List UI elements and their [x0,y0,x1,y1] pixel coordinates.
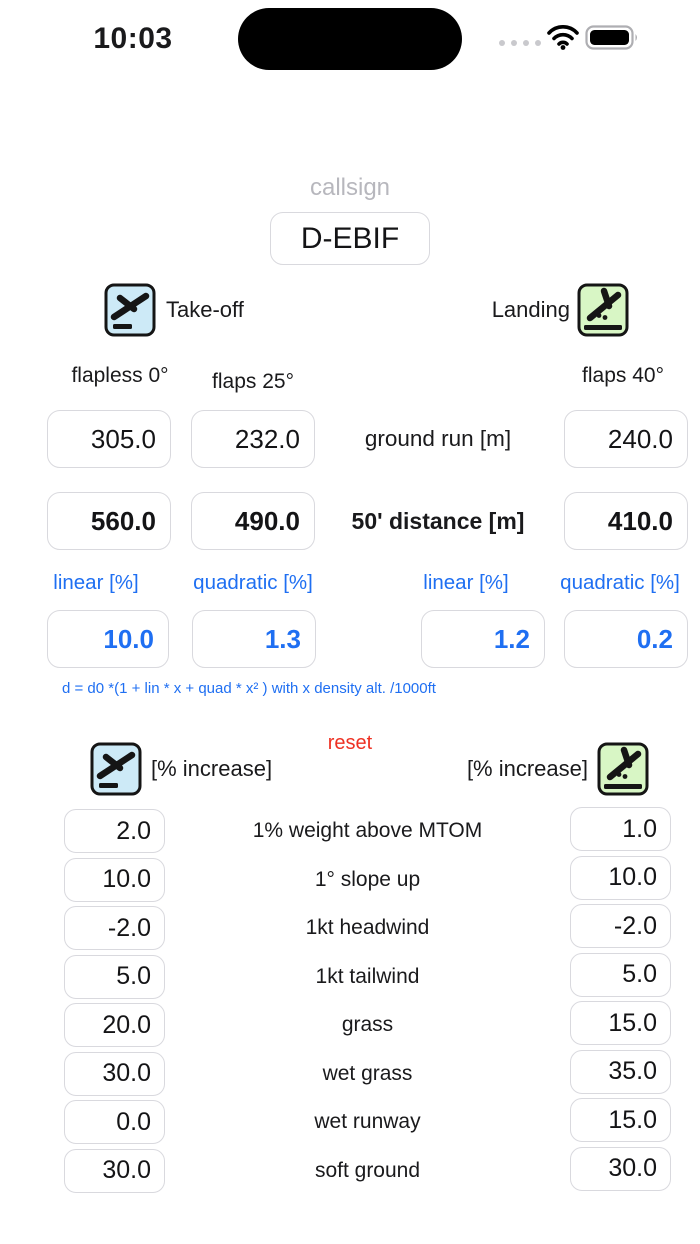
table-row: 2.0 1% weight above MTOM 1.0 [0,807,700,853]
table-row: 10.0 1° slope up 10.0 [0,855,700,902]
ground-run-flaps25-input[interactable]: 232.0 [191,410,315,468]
landing-increase-input[interactable]: 1.0 [570,807,671,851]
callsign-input[interactable]: D-EBIF [270,212,430,265]
takeoff-increase-input[interactable]: 5.0 [64,954,165,999]
status-time: 10:03 [93,22,173,55]
header-flapless: flapless 0° [71,364,169,387]
increase-row-label: 1° slope up [314,867,421,891]
increase-row-label: 1% weight above MTOM [252,819,483,842]
takeoff-increase-input[interactable]: 30.0 [64,1051,165,1096]
battery-icon [585,25,637,50]
fifty-distance-flaps25-input[interactable]: 490.0 [191,492,315,550]
landing-linear-input[interactable]: 1.2 [421,610,545,668]
landing-increase-header: [% increase] [466,756,588,781]
landing-increase-input[interactable]: 35.0 [570,1049,671,1094]
fifty-distance-label: 50' distance [m] [351,507,525,534]
takeoff-increase-input[interactable]: 2.0 [64,809,165,853]
ground-run-label: ground run [m] [364,426,512,451]
landing-icon [597,742,649,796]
takeoff-linear-input[interactable]: 10.0 [47,610,169,668]
table-row: -2.0 1kt headwind -2.0 [0,904,700,950]
table-row: 5.0 1kt tailwind 5.0 [0,952,700,999]
density-formula: d = d0 *(1 + lin * x + quad * x² ) with … [62,680,436,697]
landing-quadratic-input[interactable]: 0.2 [564,610,688,668]
increase-row-label: soft ground [314,1158,421,1182]
wifi-icon [547,25,579,50]
landing-quadratic-label: quadratic [%] [560,571,680,594]
reset-button[interactable]: reset [327,732,373,754]
increase-row-label: grass [341,1013,394,1036]
takeoff-increase-input[interactable]: -2.0 [64,906,165,950]
takeoff-mode-label: Take-off [166,297,244,322]
landing-icon[interactable] [577,283,629,337]
increase-row-label: 1kt tailwind [315,964,420,988]
increase-row-label: wet runway [314,1110,421,1133]
takeoff-increase-input[interactable]: 0.0 [64,1100,165,1144]
takeoff-icon [90,742,142,796]
takeoff-linear-label: linear [%] [53,571,139,594]
header-flaps25: flaps 25° [212,370,294,393]
table-row: 0.0 wet runway 15.0 [0,1098,700,1144]
landing-increase-input[interactable]: 15.0 [570,1001,671,1045]
landing-increase-input[interactable]: 5.0 [570,952,671,997]
increase-row-label: 1kt headwind [305,916,430,939]
takeoff-increase-header: [% increase] [151,756,273,781]
callsign-label: callsign [309,174,391,201]
table-row: 30.0 wet grass 35.0 [0,1049,700,1096]
landing-increase-input[interactable]: -2.0 [570,904,671,948]
landing-increase-input[interactable]: 30.0 [570,1146,671,1191]
header-flaps40: flaps 40° [582,364,664,387]
takeoff-quadratic-input[interactable]: 1.3 [192,610,316,668]
takeoff-icon[interactable] [104,283,156,337]
takeoff-increase-input[interactable]: 10.0 [64,857,165,902]
dynamic-island [238,8,462,70]
takeoff-quadratic-label: quadratic [%] [193,571,313,594]
cellular-dots-icon [499,40,541,46]
takeoff-increase-input[interactable]: 20.0 [64,1003,165,1047]
landing-increase-input[interactable]: 10.0 [570,855,671,900]
landing-increase-input[interactable]: 15.0 [570,1098,671,1142]
increase-row-label: wet grass [322,1061,413,1085]
landing-linear-label: linear [%] [423,571,509,594]
ground-run-flapless-input[interactable]: 305.0 [47,410,171,468]
table-row: 30.0 soft ground 30.0 [0,1146,700,1193]
table-row: 20.0 grass 15.0 [0,1001,700,1047]
fifty-distance-flapless-input[interactable]: 560.0 [47,492,171,550]
landing-mode-label: Landing [491,297,570,322]
fifty-distance-flaps40-input[interactable]: 410.0 [564,492,688,550]
increase-table: 2.0 1% weight above MTOM 1.0 10.0 1° slo… [0,807,700,1193]
takeoff-increase-input[interactable]: 30.0 [64,1148,165,1193]
ground-run-flaps40-input[interactable]: 240.0 [564,410,688,468]
